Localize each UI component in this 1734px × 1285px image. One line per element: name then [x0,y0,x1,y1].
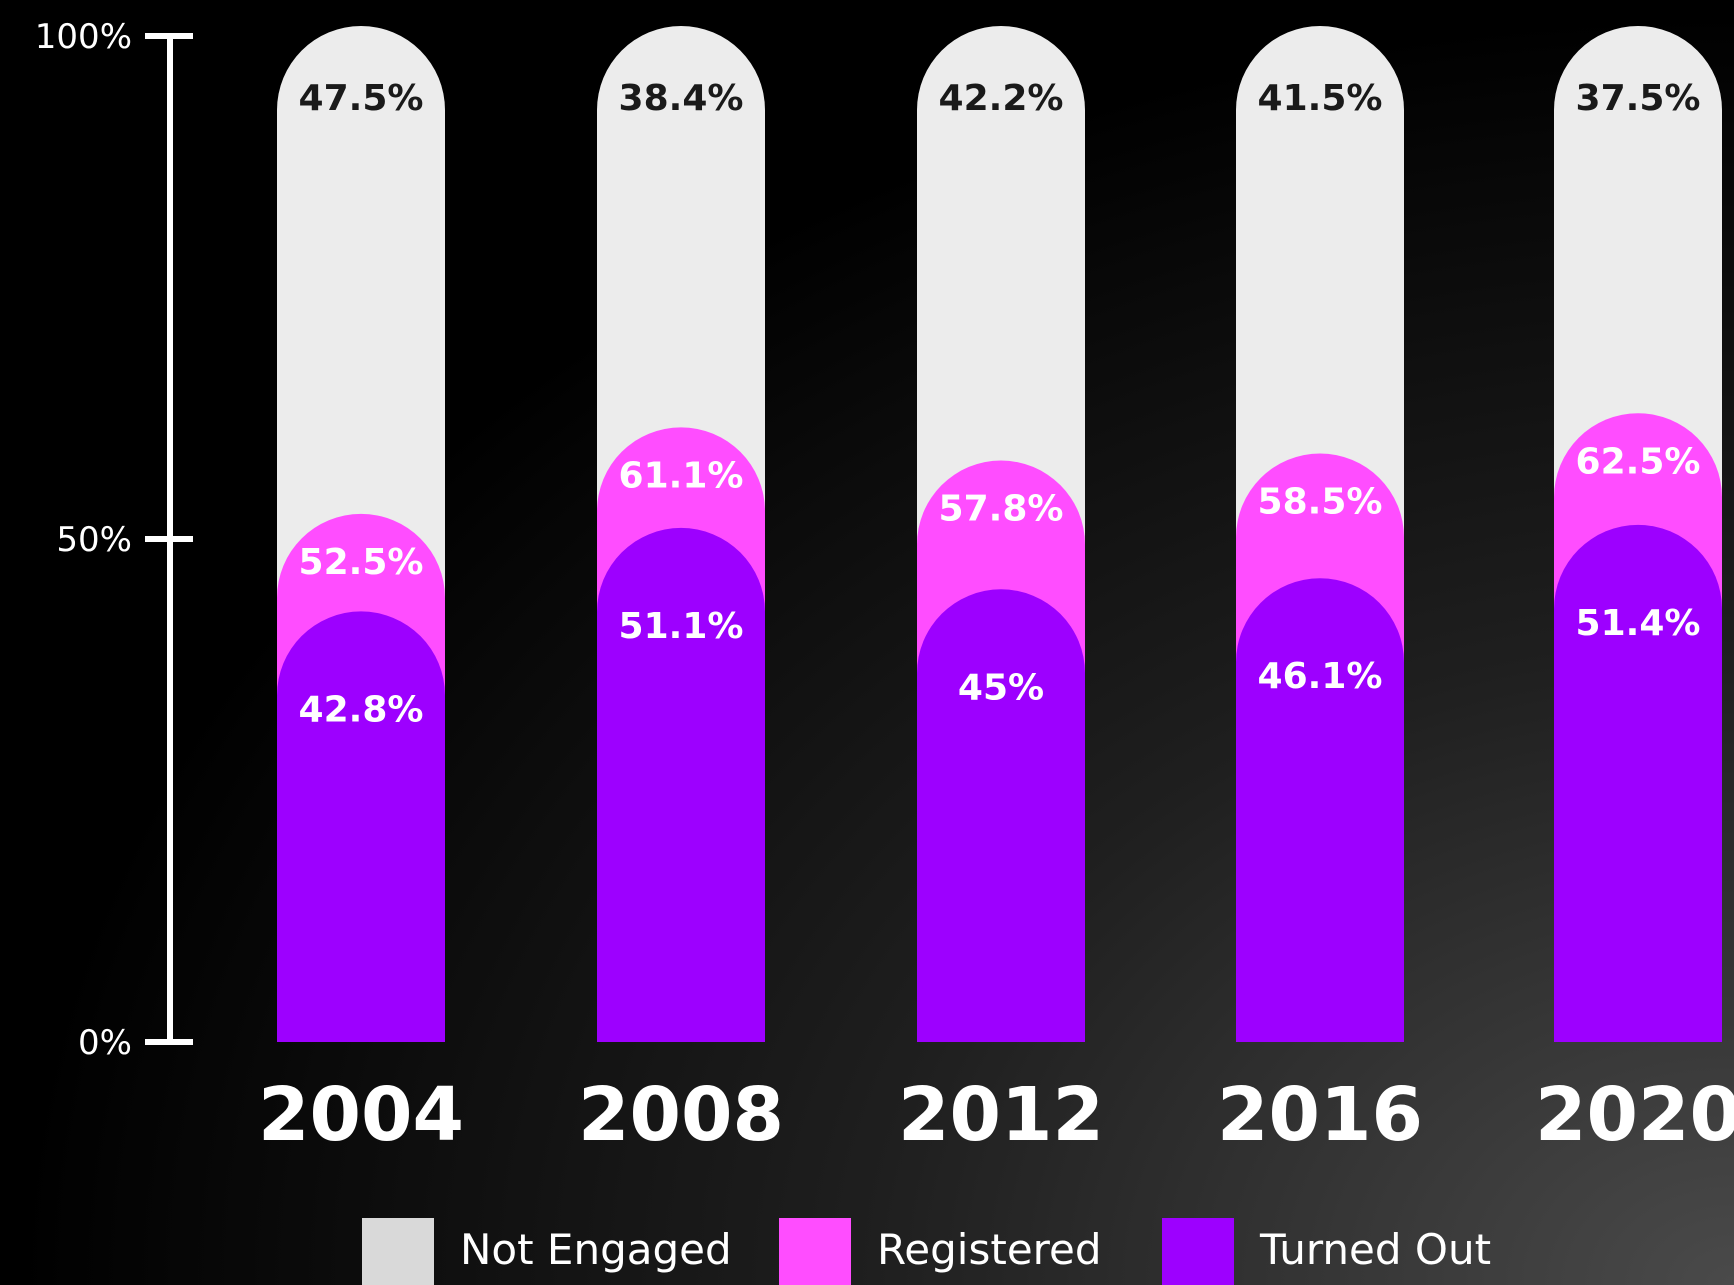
label-not-engaged-2008: 38.4% [619,78,744,119]
bar-bottom-cap-2012 [917,956,1085,1042]
category-label-2004: 2004 [258,1072,464,1158]
y-axis: 100% 50% 0% [35,17,193,1063]
legend-label-turned-out: Turned Out [1259,1225,1491,1274]
bar-turned-out-2020 [1554,524,1722,1042]
bar-bottom-cap-2008 [597,956,765,1042]
category-label-2016: 2016 [1217,1072,1423,1158]
legend-swatch-not-engaged [362,1218,434,1285]
bar-group-2012: 42.2% 57.8% 45% [917,26,1085,1043]
bar-group-2016: 41.5% 58.5% 46.1% [1236,26,1404,1043]
y-tick-label-50: 50% [56,520,132,560]
bar-group-2004: 47.5% 52.5% 42.8% [277,26,445,1042]
label-not-engaged-2004: 47.5% [299,78,424,119]
label-not-engaged-2020: 37.5% [1576,78,1701,119]
category-label-2020: 2020 [1535,1072,1734,1158]
label-not-engaged-2016: 41.5% [1258,78,1383,119]
label-turned-out-2012: 45% [958,667,1044,708]
legend: Not Engaged Registered Turned Out [362,1218,1491,1285]
y-tick-label-100: 100% [35,17,132,57]
label-registered-2020: 62.5% [1576,441,1701,482]
label-registered-2016: 58.5% [1258,481,1383,522]
label-not-engaged-2012: 42.2% [939,78,1064,119]
bar-group-2020: 37.5% 62.5% 51.4% [1554,26,1722,1042]
label-registered-2004: 52.5% [299,542,424,583]
bar-bottom-cap-2004 [277,956,445,1042]
bar-columns: 47.5% 52.5% 42.8% 38.4% 61.1% 51.1% 42.2% 57.8%… [277,26,1722,1043]
bar-turned-out-2004 [277,611,445,1042]
label-turned-out-2008: 51.1% [619,606,744,647]
legend-label-not-engaged: Not Engaged [460,1225,732,1274]
bar-bottom-cap-2020 [1554,956,1722,1042]
bar-turned-out-2008 [597,527,765,1042]
legend-label-registered: Registered [877,1225,1102,1274]
category-labels: 2004 2008 2012 2016 2020 [258,1072,1734,1158]
label-registered-2012: 57.8% [939,489,1064,530]
bar-group-2008: 38.4% 61.1% 51.1% [597,26,765,1043]
legend-swatch-registered [779,1218,851,1285]
bar-turned-out-2012 [917,589,1085,1042]
bar-bottom-cap-2016 [1236,956,1404,1042]
bar-turned-out-2016 [1236,578,1404,1042]
label-turned-out-2020: 51.4% [1576,603,1701,644]
category-label-2012: 2012 [898,1072,1104,1158]
label-registered-2008: 61.1% [619,455,744,496]
legend-swatch-turned-out [1162,1218,1234,1285]
y-tick-label-0: 0% [78,1023,132,1063]
label-turned-out-2016: 46.1% [1258,656,1383,697]
category-label-2008: 2008 [578,1072,784,1158]
label-turned-out-2004: 42.8% [299,689,424,730]
